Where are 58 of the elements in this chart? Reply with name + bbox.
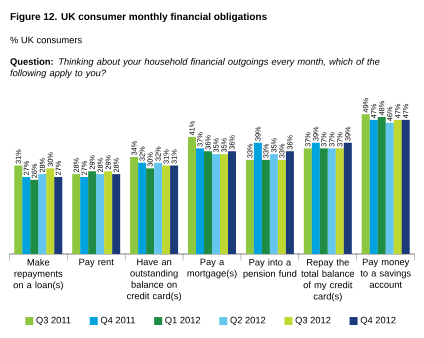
bar bbox=[138, 162, 146, 254]
bar bbox=[204, 151, 212, 254]
legend-label: Q4 2012 bbox=[360, 316, 396, 326]
bar bbox=[246, 160, 254, 254]
bar bbox=[270, 154, 278, 254]
x-tick-label: Pay money to a savings account bbox=[360, 258, 411, 288]
bar bbox=[212, 154, 220, 254]
bar bbox=[336, 148, 344, 254]
bar bbox=[362, 114, 370, 254]
bar bbox=[278, 160, 286, 254]
bar bbox=[304, 148, 312, 254]
bar bbox=[370, 120, 378, 254]
bar bbox=[220, 154, 228, 254]
bar bbox=[14, 166, 22, 254]
bar bbox=[188, 137, 196, 254]
legend-label: Q1 2012 bbox=[165, 316, 200, 326]
bar bbox=[22, 176, 30, 254]
bar bbox=[320, 148, 328, 254]
legend-label: Q4 2011 bbox=[100, 316, 136, 326]
x-tick-label: Pay into a pension fund bbox=[244, 258, 296, 279]
bar bbox=[96, 174, 104, 254]
x-tick-label: Make repayments on a loan(s) bbox=[14, 258, 63, 290]
x-tick-label: Pay a mortgage(s) bbox=[187, 258, 237, 278]
x-tick-label: Pay rent bbox=[79, 258, 114, 268]
bar bbox=[286, 151, 294, 254]
bar bbox=[54, 176, 62, 254]
bar bbox=[104, 171, 112, 254]
x-tick-label: Repay the total balance of my credit card(s) bbox=[301, 258, 354, 302]
bar bbox=[80, 176, 88, 254]
bar bbox=[386, 122, 394, 254]
chart-subtitle: % UK consumers bbox=[10, 36, 82, 44]
bar bbox=[312, 142, 320, 254]
bar bbox=[130, 156, 138, 254]
bar bbox=[170, 166, 178, 254]
chart-title: Figure 12. UK consumer monthly financial obligations bbox=[10, 12, 267, 22]
bar bbox=[196, 148, 204, 254]
bar bbox=[402, 120, 410, 254]
bar bbox=[228, 151, 236, 254]
legend-label: Q2 2012 bbox=[230, 316, 266, 326]
legend-label: Q3 2011 bbox=[36, 316, 71, 326]
bar bbox=[38, 174, 46, 254]
bar bbox=[262, 160, 270, 254]
bar bbox=[254, 142, 262, 254]
bar bbox=[30, 180, 38, 254]
bar bbox=[112, 174, 120, 254]
bar bbox=[378, 117, 386, 254]
bar bbox=[344, 142, 352, 254]
bar bbox=[88, 171, 96, 254]
bar bbox=[162, 166, 170, 254]
bar bbox=[154, 162, 162, 254]
bar bbox=[394, 120, 402, 254]
bar bbox=[328, 148, 336, 254]
legend-label: Q3 2012 bbox=[296, 316, 330, 326]
bar bbox=[46, 168, 54, 254]
bar bbox=[146, 168, 154, 254]
bar bbox=[72, 174, 80, 254]
text: Question: Thinking about your household financial outgoings every month, which of the following apply to you? bbox=[10, 58, 380, 78]
x-tick-label: Have an outstanding balance on credit card(s) bbox=[127, 258, 181, 302]
